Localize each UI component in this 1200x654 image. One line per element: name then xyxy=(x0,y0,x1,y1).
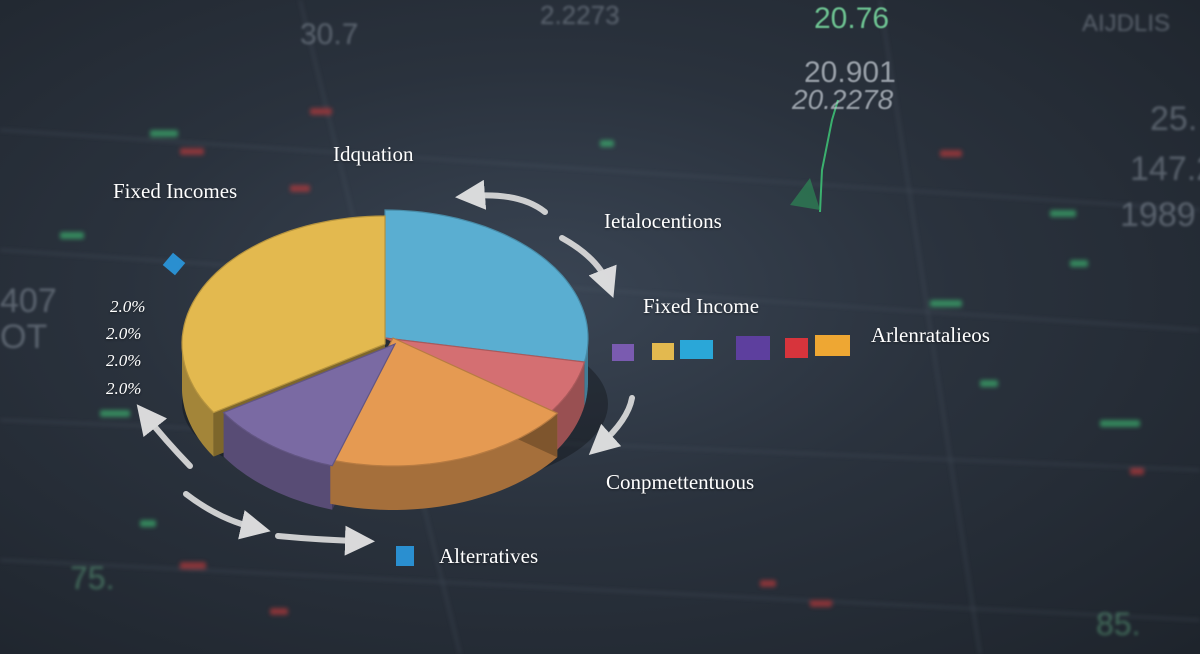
percent-label: 2.0% xyxy=(106,379,142,398)
percent-label: 2.0% xyxy=(106,351,142,370)
ticker-value: OT xyxy=(0,318,48,356)
ticker-value: 2.2273 xyxy=(540,0,620,30)
ticker-dash xyxy=(940,150,962,157)
curved-arrow xyxy=(275,525,375,556)
legend-swatch xyxy=(736,336,770,360)
ticker-dash xyxy=(180,148,204,155)
slice-label-right-far: Arlenratalieos xyxy=(871,323,990,347)
ticker-value: 147.2 xyxy=(1130,150,1200,188)
grid-line xyxy=(0,129,1200,211)
ticker-value: 20.2278 xyxy=(792,84,894,115)
ticker-dash xyxy=(600,140,614,147)
ticker-dash xyxy=(60,232,84,239)
trend-line xyxy=(819,99,839,213)
arrow-group xyxy=(136,179,635,556)
ticker-dash xyxy=(930,300,962,307)
ticker-dash xyxy=(980,380,998,387)
ticker-dash xyxy=(810,600,832,607)
pie-slice xyxy=(222,342,397,467)
slice-label-left: Fixed Incomes xyxy=(113,179,238,203)
percent-label: 2.0% xyxy=(110,297,146,316)
legend-swatch xyxy=(680,340,713,359)
ticker-dash xyxy=(1070,260,1088,267)
pie-slice xyxy=(181,215,386,414)
legend-swatch xyxy=(612,344,634,361)
ticker-value: 407 xyxy=(0,282,57,320)
curved-arrow xyxy=(136,404,193,469)
ticker-value: 20.901 xyxy=(804,56,896,89)
curved-arrow xyxy=(588,395,635,455)
ticker-value: 30.7 xyxy=(300,18,359,51)
slice-label-top: Idquation xyxy=(333,142,414,166)
pie-slice xyxy=(329,337,559,467)
grid-line xyxy=(879,0,981,654)
curved-arrow xyxy=(559,235,617,298)
pie-group xyxy=(181,209,608,510)
pie-slice-side xyxy=(330,413,558,510)
legend-swatch xyxy=(815,335,850,356)
ticker-dash xyxy=(100,410,130,417)
slice-label-right-mid: Fixed Income xyxy=(643,294,760,318)
pie-slice-side xyxy=(549,362,585,458)
ticker-dash xyxy=(150,130,178,137)
pie-slice-side xyxy=(584,338,588,406)
ticker-dash xyxy=(1050,210,1076,217)
pie-slice-side xyxy=(182,344,214,457)
slice-label-bottom-right: Conpmettentuous xyxy=(606,470,755,494)
grid-line xyxy=(0,559,1200,621)
ticker-value: 20.76 xyxy=(814,2,890,35)
ticker-dash xyxy=(180,562,206,569)
ticker-value: AIJDLIS xyxy=(1082,10,1171,37)
ticker-dash xyxy=(1100,420,1140,427)
ticker-dash xyxy=(140,520,156,527)
ticker-dash xyxy=(270,608,288,615)
curved-arrow xyxy=(183,491,271,540)
ticker-dash xyxy=(760,580,776,587)
trend-marker xyxy=(790,178,820,210)
ticker-dash xyxy=(310,108,332,115)
ticker-dash xyxy=(290,185,310,192)
ticker-value: 85. xyxy=(1096,606,1141,642)
percent-label: 2.0% xyxy=(106,324,142,343)
ticker-value: 25. xyxy=(1150,100,1198,138)
curved-arrow xyxy=(455,179,548,215)
ticker-value: 75. xyxy=(70,560,115,596)
pie-slice xyxy=(384,209,589,363)
legend-swatch xyxy=(785,338,808,358)
legend-marker-bottom xyxy=(396,546,414,566)
ticker-dash xyxy=(1130,468,1144,475)
pie-slice-side xyxy=(223,412,333,510)
ticker-value: 1989 xyxy=(1120,196,1196,234)
slice-label-bottom: Alterratives xyxy=(439,544,539,568)
legend-swatch xyxy=(652,343,674,360)
slice-label-right-top: Ietalocentions xyxy=(604,209,722,233)
